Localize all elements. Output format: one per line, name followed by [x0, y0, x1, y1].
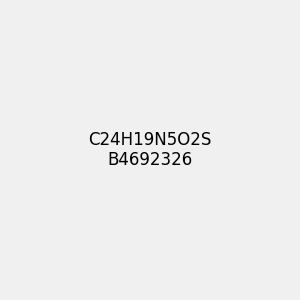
Text: C24H19N5O2S
B4692326: C24H19N5O2S B4692326 [88, 130, 212, 170]
